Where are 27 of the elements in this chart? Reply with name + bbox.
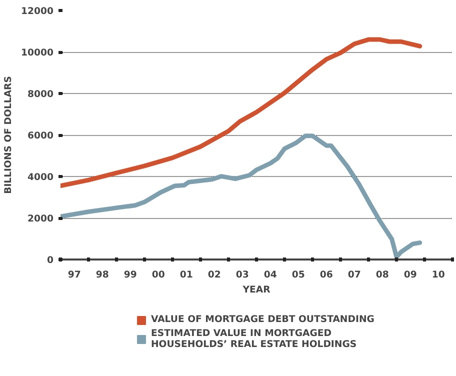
x-tick-label: 03 [236, 270, 249, 280]
y-tick-label: 0 [47, 255, 54, 266]
y-tick-label: 2000 [28, 214, 54, 224]
y-tick-label: 4000 [28, 172, 54, 183]
x-tick-label: 97 [68, 270, 81, 280]
x-tick-label: 08 [376, 270, 389, 280]
x-tick-label: 00 [152, 270, 166, 280]
x-tick-label: 98 [96, 270, 109, 280]
x-tick-label: 10 [432, 270, 446, 280]
legend-label: ESTIMATED VALUE IN MORTGAGED HOUSEHOLDS’ REAL ESTATE HOLDINGS [151, 328, 357, 350]
x-tick-label: 06 [320, 270, 333, 280]
x-tick-label: 05 [292, 270, 305, 280]
x-axis-title: YEAR [242, 284, 270, 296]
x-tick-label: 04 [264, 270, 278, 280]
x-tick-label: 09 [404, 270, 417, 280]
x-tick-label: 07 [348, 270, 361, 280]
y-tick-label: 12000 [21, 6, 54, 17]
line-series [60, 37, 422, 188]
x-tick-label: 99 [124, 270, 137, 280]
y-tick-label: 8000 [28, 89, 54, 100]
y-tick-label: 6000 [28, 130, 54, 142]
line-series [60, 134, 422, 260]
y-axis-title: BILLIONS OF DOLLARS [3, 76, 14, 194]
legend-label: VALUE OF MORTGAGE DEBT OUTSTANDING [151, 314, 374, 325]
y-tick-label: 10000 [21, 48, 54, 58]
x-tick-label: 02 [208, 270, 221, 280]
x-tick-label: 01 [180, 270, 193, 280]
